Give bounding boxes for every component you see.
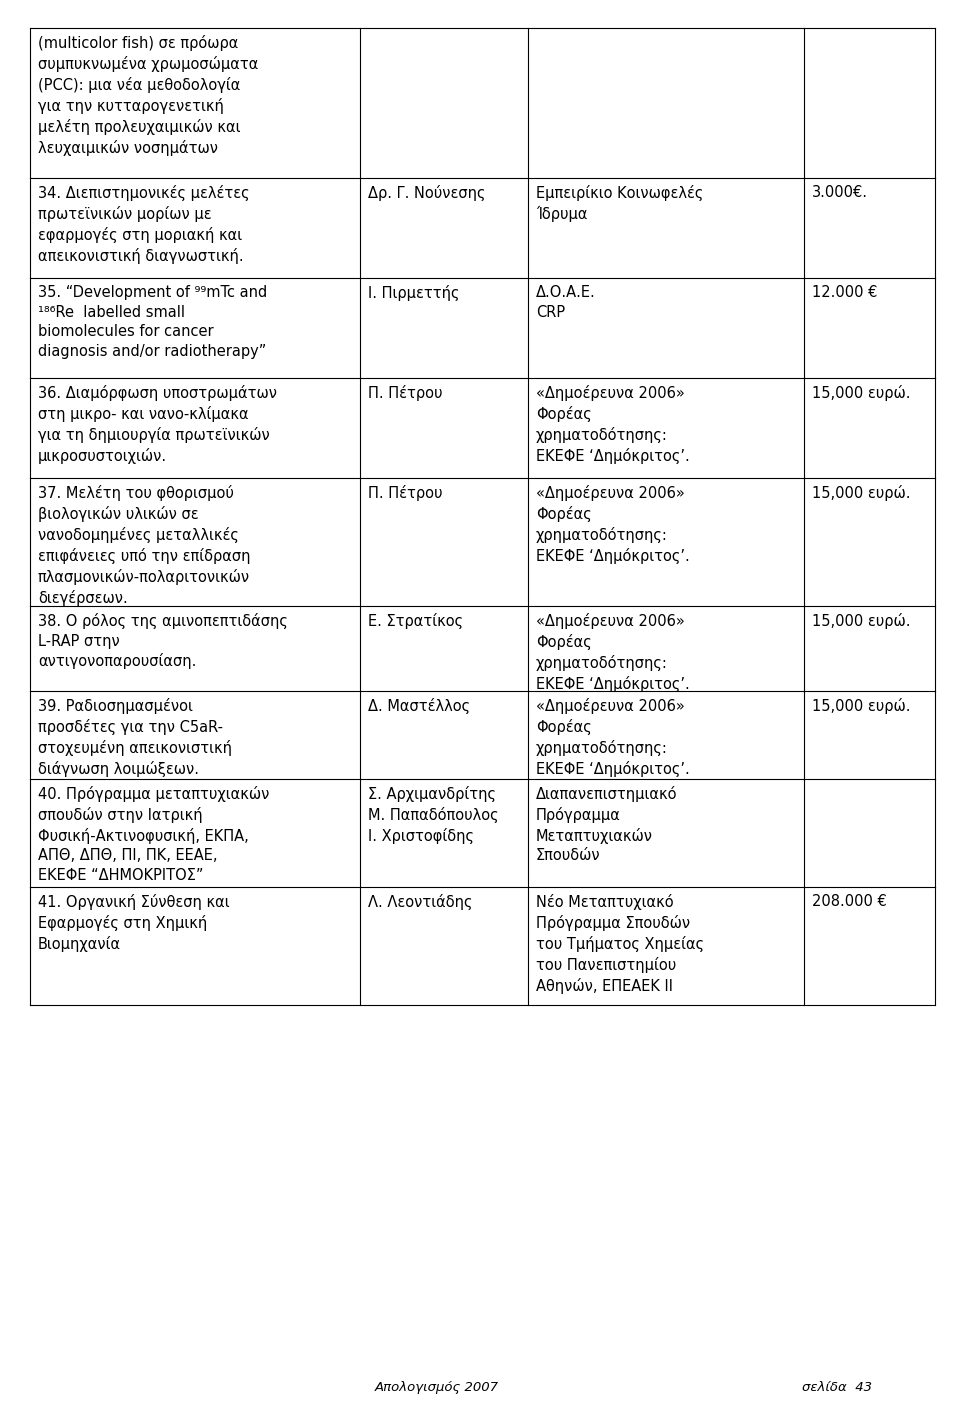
Text: Ι. Πιρμεττής: Ι. Πιρμεττής xyxy=(369,285,460,302)
Text: Π. Πέτρου: Π. Πέτρου xyxy=(369,385,443,401)
Text: Απολογισμός 2007: Απολογισμός 2007 xyxy=(374,1381,499,1393)
Text: 39. Ραδιοσημασμένοι
προσδέτες για την C5aR-
στοχευμένη απεικονιστική
διάγνωση λο: 39. Ραδιοσημασμένοι προσδέτες για την C5… xyxy=(38,698,232,777)
Text: Διαπανεπιστημιακό
Πρόγραμμα
Μεταπτυχιακών
Σπουδών: Διαπανεπιστημιακό Πρόγραμμα Μεταπτυχιακώ… xyxy=(536,786,677,864)
Text: Δρ. Γ. Νούνεσης: Δρ. Γ. Νούνεσης xyxy=(369,185,486,201)
Text: «Δημοέρευνα 2006»
Φορέας
χρηματοδότησης:
ΕΚΕΦΕ ‘Δημόκριτος’.: «Δημοέρευνα 2006» Φορέας χρηματοδότησης:… xyxy=(536,698,689,777)
Text: 208.000 €: 208.000 € xyxy=(812,893,886,909)
Text: Εμπειρίκιο Κοινωφελές
Ίδρυμα: Εμπειρίκιο Κοινωφελές Ίδρυμα xyxy=(536,185,703,222)
Text: 15,000 ευρώ.: 15,000 ευρώ. xyxy=(812,613,910,629)
Text: Π. Πέτρου: Π. Πέτρου xyxy=(369,486,443,501)
Text: Νέο Μεταπτυχιακό
Πρόγραμμα Σπουδών
του Τμήματος Χημείας
του Πανεπιστημίου
Αθηνών: Νέο Μεταπτυχιακό Πρόγραμμα Σπουδών του Τ… xyxy=(536,893,704,994)
Text: 12.000 €: 12.000 € xyxy=(812,285,877,300)
Text: «Δημοέρευνα 2006»
Φορέας
χρηματοδότησης:
ΕΚΕΦΕ ‘Δημόκριτος’.: «Δημοέρευνα 2006» Φορέας χρηματοδότησης:… xyxy=(536,613,689,692)
Text: «Δημοέρευνα 2006»
Φορέας
χρηματοδότησης:
ΕΚΕΦΕ ‘Δημόκριτος’.: «Δημοέρευνα 2006» Φορέας χρηματοδότησης:… xyxy=(536,486,689,564)
Text: 36. Διαμόρφωση υποστρωμάτων
στη μικρο- και νανο-κλίμακα
για τη δημιουργία πρωτεϊ: 36. Διαμόρφωση υποστρωμάτων στη μικρο- κ… xyxy=(38,385,277,464)
Text: 41. Οργανική Σύνθεση και
Εφαρμογές στη Χημική
Βιομηχανία: 41. Οργανική Σύνθεση και Εφαρμογές στη Χ… xyxy=(38,893,229,952)
Text: 35. “Development of ⁹⁹mTc and
¹⁸⁶Re  labelled small
biomolecules for cancer
diag: 35. “Development of ⁹⁹mTc and ¹⁸⁶Re labe… xyxy=(38,285,267,358)
Text: 38. Ο ρόλος της αμινοπεπτιδάσης
L-RAP στην
αντιγονοπαρουσίαση.: 38. Ο ρόλος της αμινοπεπτιδάσης L-RAP στ… xyxy=(38,613,288,670)
Text: σελίδα  43: σελίδα 43 xyxy=(802,1381,872,1393)
Text: 40. Πρόγραμμα μεταπτυχιακών
σπουδών στην Ιατρική
Φυσική-Ακτινοφυσική, ΕΚΠΑ,
ΑΠΘ,: 40. Πρόγραμμα μεταπτυχιακών σπουδών στην… xyxy=(38,786,270,884)
Text: 15,000 ευρώ.: 15,000 ευρώ. xyxy=(812,698,910,714)
Text: Δ.Ο.Α.Ε.
CRP: Δ.Ο.Α.Ε. CRP xyxy=(536,285,595,320)
Text: «Δημοέρευνα 2006»
Φορέας
χρηματοδότησης:
ΕΚΕΦΕ ‘Δημόκριτος’.: «Δημοέρευνα 2006» Φορέας χρηματοδότησης:… xyxy=(536,385,689,464)
Text: Ε. Στρατίκος: Ε. Στρατίκος xyxy=(369,613,464,629)
Text: 37. Μελέτη του φθορισμού
βιολογικών υλικών σε
νανοδομημένες μεταλλικές
επιφάνειε: 37. Μελέτη του φθορισμού βιολογικών υλικ… xyxy=(38,486,251,606)
Text: (multicolor fish) σε πρόωρα
συμπυκνωμένα χρωμοσώματα
(PCC): μια νέα μεθοδολογία
: (multicolor fish) σε πρόωρα συμπυκνωμένα… xyxy=(38,35,258,156)
Text: Λ. Λεοντιάδης: Λ. Λεοντιάδης xyxy=(369,893,473,910)
Text: 15,000 ευρώ.: 15,000 ευρώ. xyxy=(812,486,910,501)
Text: 3.000€.: 3.000€. xyxy=(812,185,868,200)
Text: 34. Διεπιστημονικές μελέτες
πρωτεϊνικών μορίων με
εφαρμογές στη μοριακή και
απει: 34. Διεπιστημονικές μελέτες πρωτεϊνικών … xyxy=(38,185,250,263)
Text: Σ. Αρχιμανδρίτης
Μ. Παπαδόπουλος
Ι. Χριστοφίδης: Σ. Αρχιμανδρίτης Μ. Παπαδόπουλος Ι. Χρισ… xyxy=(369,786,499,844)
Text: Δ. Μαστέλλος: Δ. Μαστέλλος xyxy=(369,698,470,714)
Text: 15,000 ευρώ.: 15,000 ευρώ. xyxy=(812,385,910,401)
